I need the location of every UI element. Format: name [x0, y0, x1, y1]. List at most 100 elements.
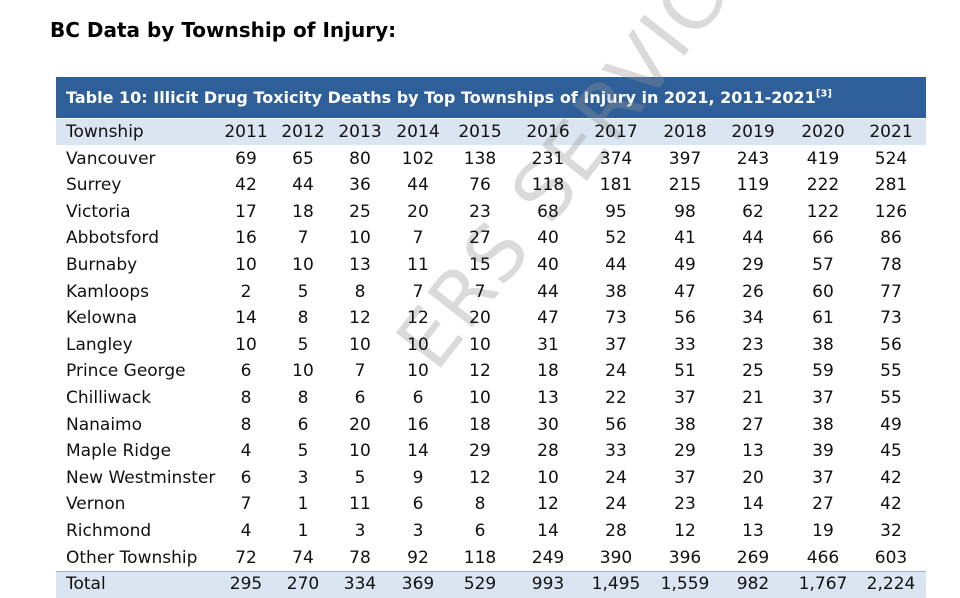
cell: 37	[674, 467, 696, 488]
cell: 4	[240, 441, 252, 462]
cell: 49	[880, 414, 902, 435]
cell: 12	[674, 521, 696, 541]
cell: 73	[880, 308, 902, 329]
table-title-text: Table 10: Illicit Drug Toxicity Deaths b…	[66, 88, 816, 107]
cell: 44	[742, 228, 764, 249]
column-header: 2020	[801, 122, 845, 142]
cell: 37	[674, 388, 696, 408]
cell: 20	[407, 201, 429, 222]
cell: 138	[463, 148, 497, 169]
cell: 3	[412, 521, 424, 541]
cell: 27	[812, 494, 834, 515]
cell: 8	[240, 414, 252, 435]
cell: 10	[292, 361, 314, 382]
column-header: 2017	[594, 122, 638, 142]
cell: 8	[297, 388, 309, 408]
cell: 32	[880, 521, 902, 541]
cell: 95	[605, 201, 627, 222]
cell: 49	[674, 255, 696, 275]
cell: 6	[297, 414, 309, 435]
total-cell: 295	[229, 574, 263, 595]
heading: BC Data by Township of Injury:	[50, 18, 397, 42]
total-cell: 2,224	[866, 574, 916, 595]
cell: 15	[469, 255, 491, 275]
cell: 62	[742, 201, 764, 222]
cell: 65	[292, 148, 314, 169]
cell: 41	[674, 228, 696, 249]
row-label: Langley	[66, 334, 133, 355]
cell: 6	[412, 494, 424, 515]
cell: 38	[605, 281, 627, 302]
cell: 47	[674, 281, 696, 302]
cell: 14	[742, 494, 764, 515]
cell: 29	[742, 255, 764, 275]
cell: 23	[742, 334, 764, 355]
cell: 86	[880, 228, 902, 249]
cell: 45	[880, 441, 902, 462]
cell: 18	[537, 361, 559, 382]
cell: 27	[742, 414, 764, 435]
cell: 12	[407, 308, 429, 329]
row-label: Vancouver	[66, 148, 156, 169]
cell: 10	[407, 334, 429, 355]
cell: 12	[349, 308, 371, 329]
total-cell: 369	[401, 574, 435, 595]
cell: 603	[874, 547, 908, 568]
cell: 47	[537, 308, 559, 329]
cell: 18	[292, 201, 314, 222]
cell: 34	[742, 308, 764, 329]
row-label: Vernon	[66, 494, 126, 515]
cell: 44	[605, 255, 627, 275]
cell: 10	[349, 334, 371, 355]
cell: 16	[407, 414, 429, 435]
column-header: 2015	[458, 122, 502, 142]
total-cell: 1,559	[660, 574, 710, 595]
total-cell: 982	[736, 574, 770, 595]
cell: 56	[605, 414, 627, 435]
cell: 215	[668, 175, 702, 196]
cell: 73	[605, 308, 627, 329]
cell: 12	[469, 361, 491, 382]
title-note: [3]	[815, 88, 832, 100]
cell: 8	[297, 308, 309, 329]
column-header: 2014	[396, 122, 440, 142]
row-label: Victoria	[66, 201, 131, 222]
cell: 3	[297, 467, 309, 488]
cell: 4	[240, 521, 252, 541]
cell: 14	[235, 308, 257, 329]
cell: 52	[605, 228, 627, 249]
row-label: Abbotsford	[66, 228, 160, 249]
cell: 20	[469, 308, 491, 329]
cell: 42	[235, 175, 257, 196]
cell: 27	[469, 228, 491, 249]
table-title: Table 10: Illicit Drug Toxicity Deaths b…	[66, 88, 832, 107]
cell: 524	[874, 148, 908, 169]
cell: 9	[412, 467, 424, 488]
cell: 16	[235, 228, 257, 249]
cell: 5	[297, 281, 309, 302]
total-cell: 1,767	[798, 574, 848, 595]
cell: 61	[812, 308, 834, 329]
cell: 98	[674, 201, 696, 222]
cell: 6	[474, 521, 486, 541]
cell: 92	[407, 547, 429, 568]
cell: 7	[240, 494, 252, 515]
cell: 20	[742, 467, 764, 488]
cell: 7	[474, 281, 486, 302]
cell: 37	[812, 467, 834, 488]
row-label: Other Township	[66, 547, 198, 568]
cell: 5	[354, 467, 366, 488]
cell: 28	[537, 441, 559, 462]
cell: 374	[599, 148, 633, 169]
cell: 3	[354, 521, 366, 541]
cell: 56	[880, 334, 902, 355]
cell: 102	[401, 148, 435, 169]
row-label: Surrey	[66, 175, 122, 196]
cell: 14	[537, 521, 559, 541]
row-label: Burnaby	[66, 255, 138, 275]
cell: 10	[349, 441, 371, 462]
cell: 6	[412, 388, 424, 408]
total-cell: 529	[463, 574, 497, 595]
column-header: 2021	[869, 122, 913, 142]
cell: 11	[349, 494, 371, 515]
